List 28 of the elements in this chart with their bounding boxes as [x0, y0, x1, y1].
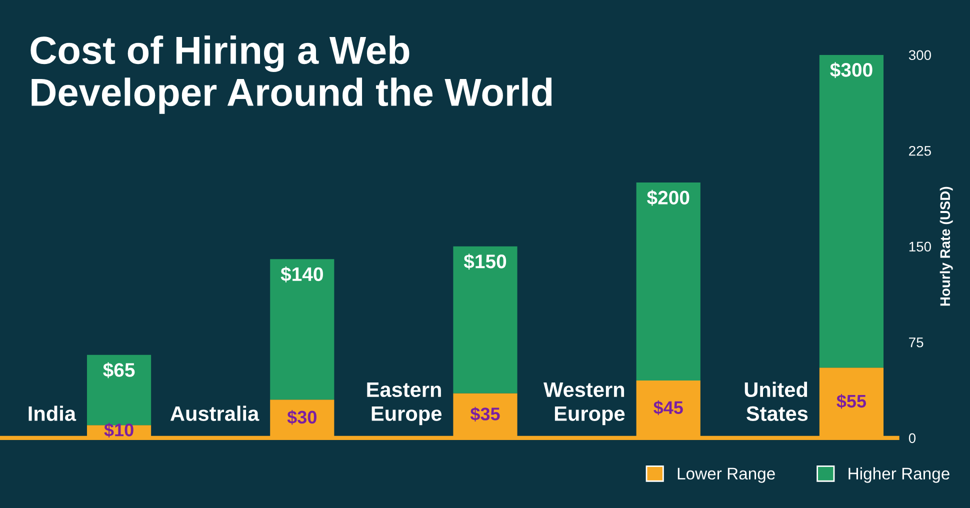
- bar: [453, 246, 518, 394]
- data-label: $55: [836, 394, 866, 409]
- y-tick-label: 75: [909, 338, 924, 348]
- bar: [819, 54, 884, 368]
- x-tick-label: United States: [744, 382, 808, 422]
- total-label: $300: [830, 62, 872, 78]
- total-label: $65: [103, 362, 135, 378]
- legend-label: Lower Range: [678, 468, 775, 483]
- data-label: $30: [287, 410, 316, 425]
- y-tick-label: 225: [909, 146, 931, 156]
- x-tick-label: Australia: [170, 406, 260, 422]
- y-tick-label: 0: [908, 433, 916, 444]
- bar: [270, 259, 334, 400]
- y-tick-label: 300: [908, 50, 931, 60]
- legend-label: Higher Range: [848, 467, 950, 483]
- y-tick-label: 150: [909, 242, 931, 252]
- total-label: $200: [646, 190, 690, 206]
- y-axis-title: Hourly Rate (USD): [940, 186, 953, 306]
- total-label: $140: [280, 266, 323, 282]
- data-label: $10: [104, 422, 134, 438]
- chart-title: Cost of Hiring a Web Developer Around the World: [30, 36, 552, 114]
- data-label: $35: [470, 406, 500, 422]
- bar: [636, 182, 700, 380]
- data-label: $45: [654, 400, 683, 416]
- x-tick-label: Western Europe: [544, 382, 625, 426]
- x-tick-label: India: [28, 406, 76, 422]
- x-tick-label: Eastern Europe: [367, 382, 442, 426]
- total-label: $150: [464, 254, 506, 270]
